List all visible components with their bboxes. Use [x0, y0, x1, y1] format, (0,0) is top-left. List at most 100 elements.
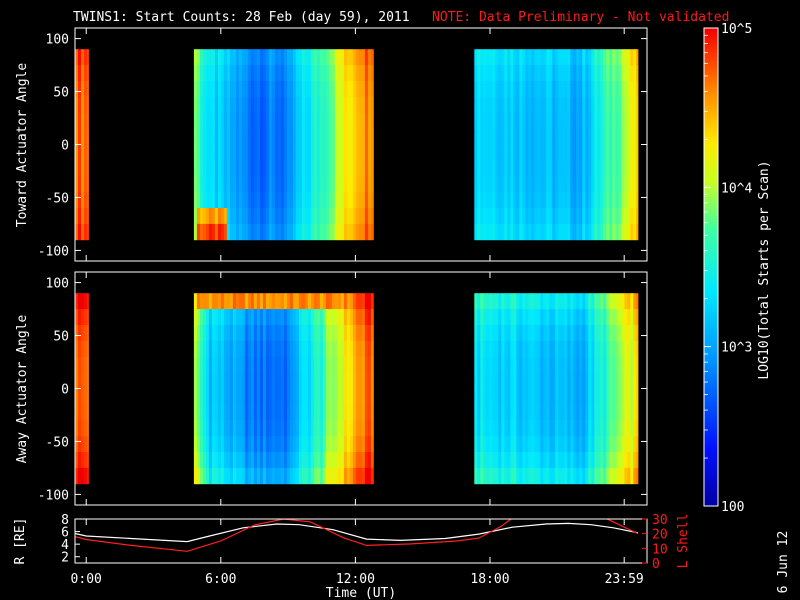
heatmap-cell — [250, 356, 255, 373]
heatmap-cell — [298, 372, 303, 389]
heatmap-cell — [531, 340, 535, 358]
heatmap-cell — [582, 176, 586, 193]
heatmap-cell — [292, 223, 297, 241]
heatmap-cell — [211, 436, 216, 453]
heatmap-cell — [570, 340, 574, 358]
heatmap-cell — [346, 49, 351, 66]
heatmap-cell — [558, 404, 562, 421]
heatmap-cell — [364, 293, 369, 310]
heatmap-cell — [367, 372, 372, 389]
heatmap-cell — [319, 452, 324, 469]
heatmap-cell — [492, 160, 496, 177]
heatmap-cell — [352, 81, 357, 98]
heatmap-cell — [340, 192, 345, 209]
heatmap-cell — [292, 309, 297, 326]
heatmap-cell — [235, 223, 240, 241]
heatmap-cell — [202, 293, 207, 310]
heatmap-cell — [205, 81, 210, 98]
heatmap-cell — [304, 223, 309, 241]
heatmap-cell — [498, 160, 502, 177]
heatmap-cell — [205, 356, 210, 373]
heatmap-cell — [259, 309, 264, 326]
heatmap-cell — [346, 309, 351, 326]
heatmap-cell — [570, 293, 574, 310]
heatmap-cell — [528, 208, 532, 225]
heatmap-cell — [564, 49, 568, 66]
heatmap-cell — [621, 356, 625, 373]
heatmap-cell — [603, 293, 607, 310]
heatmap-cell — [205, 452, 210, 469]
heatmap-cell — [286, 309, 291, 326]
heatmap-cell — [81, 144, 85, 161]
heatmap-cell — [522, 356, 526, 373]
heatmap-cell — [313, 356, 318, 373]
heatmap-cell — [196, 356, 201, 373]
heatmap-cell — [483, 325, 487, 342]
heatmap-cell — [238, 96, 243, 114]
heatmap-cell — [516, 96, 520, 114]
heatmap-cell — [313, 96, 318, 114]
heatmap-cell — [498, 96, 502, 114]
heatmap-cell — [576, 96, 580, 114]
heatmap-cell — [259, 65, 264, 82]
heatmap-cell — [265, 128, 270, 145]
heatmap-cell — [621, 436, 625, 453]
heatmap-cell — [510, 112, 514, 129]
heatmap-cell — [504, 144, 508, 161]
heatmap-cell — [220, 223, 225, 241]
heatmap-cell — [235, 128, 240, 145]
heatmap-cell — [615, 160, 619, 177]
heatmap-cell — [370, 309, 374, 326]
heatmap-cell — [498, 404, 502, 421]
heatmap-cell — [337, 467, 342, 485]
heatmap-cell — [280, 452, 285, 469]
heatmap-cell — [355, 192, 360, 209]
heatmap-cell — [238, 388, 243, 405]
heatmap-cell — [612, 325, 616, 342]
heatmap-cell — [232, 192, 237, 209]
heatmap-cell — [295, 144, 300, 161]
heatmap-cell — [196, 372, 201, 389]
heatmap-cell — [507, 436, 511, 453]
heatmap-cell — [480, 420, 484, 437]
heatmap-cell — [594, 112, 598, 129]
heatmap-cell — [193, 452, 198, 469]
heatmap-cell — [349, 176, 354, 193]
heatmap-cell — [558, 65, 562, 82]
heatmap-cell — [579, 65, 583, 82]
heatmap-cell — [295, 81, 300, 98]
heatmap-cell — [223, 96, 228, 114]
heatmap-cell — [504, 372, 508, 389]
heatmap-cell — [220, 340, 225, 358]
heatmap-cell — [193, 160, 198, 177]
heatmap-cell — [534, 372, 538, 389]
heatmap-cell — [268, 452, 273, 469]
heatmap-cell — [576, 452, 580, 469]
heatmap-cell — [543, 81, 547, 98]
heatmap-cell — [582, 404, 586, 421]
heatmap-cell — [295, 325, 300, 342]
heatmap-cell — [513, 467, 517, 485]
heatmap-cell — [492, 404, 496, 421]
heatmap-cell — [627, 372, 631, 389]
heatmap-cell — [256, 293, 261, 310]
heatmap-cell — [528, 176, 532, 193]
heatmap-cell — [477, 309, 481, 326]
heatmap-cell — [262, 96, 267, 114]
heatmap-cell — [346, 192, 351, 209]
heatmap-cell — [618, 208, 622, 225]
heatmap-cell — [283, 49, 288, 66]
heatmap-cell — [298, 128, 303, 145]
heatmap-cell — [331, 388, 336, 405]
heatmap-cell — [367, 96, 372, 114]
heatmap-cell — [486, 65, 490, 82]
heatmap-cell — [334, 420, 339, 437]
heatmap-cell — [235, 176, 240, 193]
heatmap-cell — [223, 176, 228, 193]
heatmap-cell — [552, 436, 556, 453]
heatmap-cell — [534, 144, 538, 161]
heatmap-cell — [241, 293, 246, 310]
heatmap-cell — [259, 49, 264, 66]
heatmap-cell — [588, 176, 592, 193]
heatmap-cell — [552, 356, 556, 373]
